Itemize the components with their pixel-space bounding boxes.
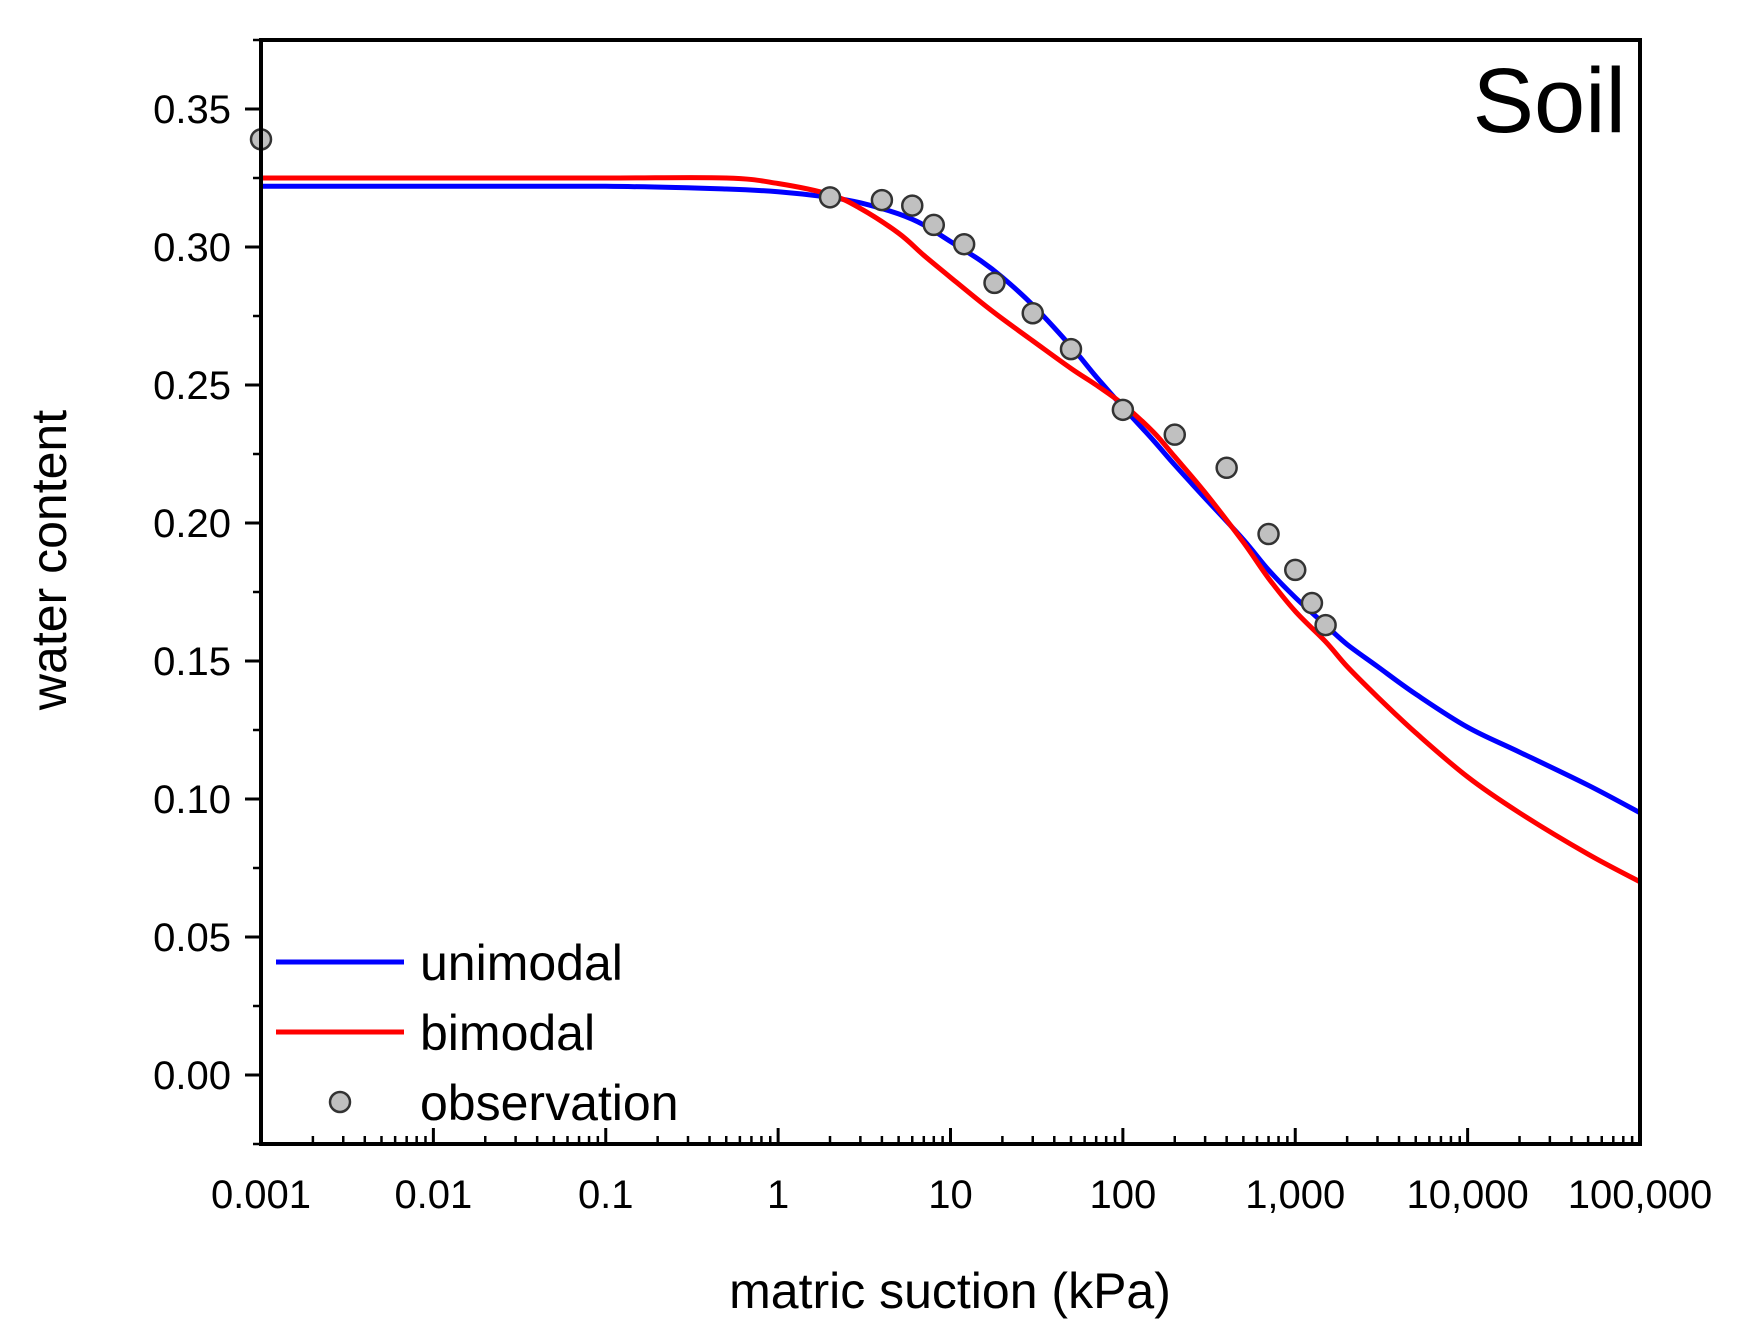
observation-point [1215,456,1238,480]
series-line-bimodal [261,175,1642,885]
observation-point [1284,558,1307,582]
y-tick-label-0-05: 0.05 [153,916,231,960]
legend-label-unimodal: unimodal [420,935,623,991]
observation-point [922,213,946,237]
y-tick-label-0-20: 0.20 [153,502,231,546]
x-tick-label-1: 1 [767,1173,789,1217]
observation-point [818,186,842,209]
observation-point [901,194,924,217]
series-layer [260,175,1642,885]
x-tick-label-100: 100 [1090,1173,1157,1217]
observation-point [1314,613,1337,637]
observation-point [1300,591,1324,615]
x-tick-label-10-000: 10,000 [1406,1173,1528,1217]
legend-label-bimodal: bimodal [420,1005,595,1061]
y-tick-label-0-30: 0.30 [153,226,231,270]
y-tick-label-0-15: 0.15 [153,640,231,684]
observation-point [1257,522,1280,546]
series-line-unimodal [260,183,1642,816]
observation-point [870,188,894,212]
legend: unimodal bimodal observation [276,935,679,1131]
y-axis-ticks: 0.00 0.05 0.10 0.15 0.20 0.25 0.30 0.35 [153,38,261,1146]
y-tick-label-0-10: 0.10 [153,778,231,822]
x-tick-label-0-01: 0.01 [394,1173,472,1217]
y-axis-title: water content [21,410,77,711]
y-tick-label-0-25: 0.25 [153,364,231,408]
observation-point [1111,398,1135,422]
legend-label-observation: observation [420,1075,679,1131]
y-tick-label-0-00: 0.00 [153,1054,231,1098]
x-axis-title: matric suction (kPa) [729,1263,1171,1319]
y-tick-label-0-35: 0.35 [153,88,231,132]
observation-point [1059,337,1083,361]
observation-point [1021,301,1044,325]
x-tick-label-100-000: 100,000 [1568,1173,1713,1217]
x-tick-label-0-1: 0.1 [578,1173,634,1217]
x-tick-label-0-001: 0.001 [211,1173,311,1217]
legend-swatch-observation [328,1090,352,1114]
x-tick-label-10: 10 [928,1173,973,1217]
x-axis-ticks: 0.001 0.01 0.1 1 10 100 1,000 10,000 100,000 [211,1128,1712,1217]
x-tick-label-1-000: 1,000 [1245,1173,1345,1217]
observation-point [1163,423,1187,446]
observation-point [952,232,976,256]
observation-point [983,271,1006,295]
chart-title: Soil [1473,50,1626,152]
